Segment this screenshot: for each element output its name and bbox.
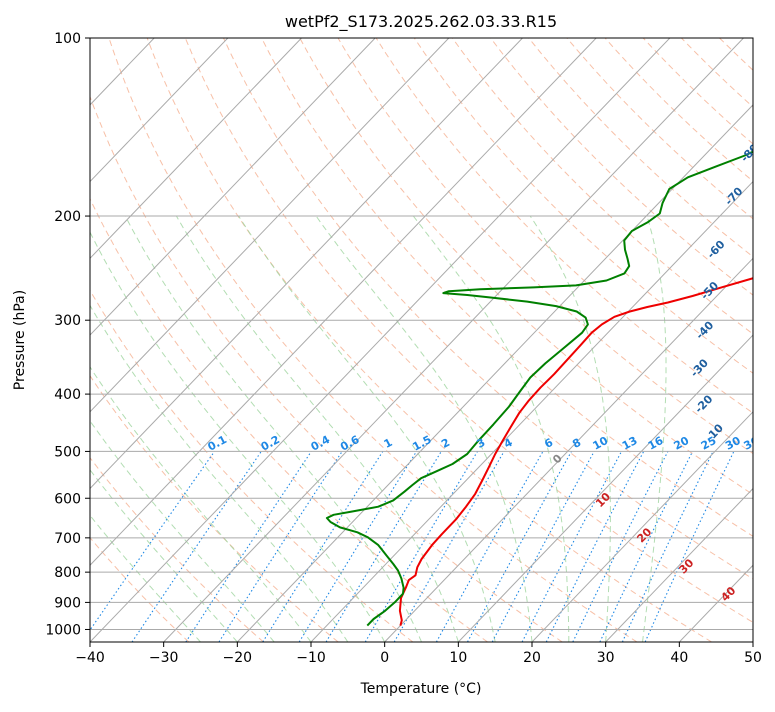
mixing-ratio-line [326,451,441,642]
mixing-ratio-label: 0.6 [338,433,362,454]
dry-adiabat-line [147,38,712,642]
chart-title: wetPf2_S173.2025.262.03.33.R15 [285,12,557,32]
dry-adiabat-label: -100 [757,55,775,84]
dry-adiabat-label: -60 [705,238,728,262]
x-tick-label: 40 [670,650,688,666]
isotherm-line [237,38,775,642]
y-tick-label: 100 [54,31,81,47]
dry-adiabat-label: -70 [722,184,745,208]
mixing-ratio-line [645,451,734,642]
dry-adiabat-line [529,38,775,642]
dry-adiabat-line [414,38,775,642]
moist-adiabat-line [0,216,200,642]
y-tick-label: 900 [54,595,81,611]
dry-adiabat-line [0,38,413,642]
isotherm-line [0,38,375,642]
mixing-ratio-line [82,451,215,642]
x-tick-label: −10 [296,650,326,666]
moist-adiabat-label: 40 [718,584,738,604]
mixing-ratio-label: 3 [475,436,488,451]
mixing-ratio-line [219,451,342,642]
moist-adiabat-label: 30 [676,556,696,576]
isotherm-line [164,38,744,642]
dry-adiabat-line [758,38,775,642]
dry-adiabat-line [0,38,189,642]
moist-adiabat-line [0,216,274,642]
moist-adiabat-line [316,216,532,642]
dry-adiabat-label: -80 [738,141,761,165]
isotherm-line [0,38,302,642]
y-tick-label: 800 [54,565,81,581]
isotherm-line [606,38,775,642]
mixing-ratio-line [132,451,261,642]
mixing-ratio-line [622,451,713,642]
moist-adiabat-line [125,216,421,642]
dry-adiabat-line [681,38,775,642]
dry-adiabat-label: -20 [692,392,715,416]
isotherm-line [16,38,596,642]
background-lines [0,38,775,642]
mixing-ratio-label: 1.5 [410,433,433,454]
mixing-ratio-label: 20 [672,434,692,453]
mixing-ratio-label: 6 [542,436,555,451]
mixing-ratio-line [436,451,543,642]
mixing-ratio-label: 36 [742,434,762,453]
y-tick-label: 600 [54,491,81,507]
moist-adiabat-line [239,216,496,642]
y-tick-label: 300 [54,313,81,329]
mixing-ratio-label: 8 [570,436,583,451]
mixing-ratio-label: 0.1 [206,433,229,454]
x-tick-label: −20 [223,650,253,666]
dry-adiabat-line [491,38,775,642]
moist-adiabat-label: 20 [634,525,654,545]
moist-adiabat-label: 0 [550,451,565,466]
isotherm-line [753,38,775,642]
mixing-ratio-label: 13 [620,434,640,453]
dry-adiabat-label: -50 [698,279,721,303]
y-tick-label: 500 [54,444,81,460]
moist-adiabat-line [413,216,569,642]
isotherm-line [0,38,449,642]
x-tick-label: 0 [380,650,389,666]
x-tick-label: −30 [149,650,179,666]
x-tick-label: 10 [449,650,467,666]
x-tick-label: −40 [75,650,105,666]
x-tick-label: 20 [523,650,541,666]
dry-adiabat-line [0,38,263,642]
dry-adiabat-label: -40 [693,318,716,342]
dry-adiabat-line [643,38,775,642]
isotherm-line [0,38,7,642]
mixing-ratio-label: 2 [439,436,452,451]
y-axis-label: Pressure (hPa) [12,290,28,390]
x-axis-label: Temperature (°C) [360,681,482,697]
dry-adiabat-label: -30 [688,356,711,380]
moist-adiabat-line [0,216,237,642]
mixing-ratio-label: 30 [723,434,743,453]
isotherm-line [0,38,228,642]
mixing-ratio-line [186,451,311,642]
x-tick-label: 30 [597,650,615,666]
y-tick-label: 1000 [45,622,81,638]
dry-adiabat-line [452,38,775,642]
y-tick-label: 400 [54,387,81,403]
dry-adiabat-line [720,38,775,642]
dry-adiabat-line [567,38,775,642]
mixing-ratio-label: 0.2 [259,433,282,454]
dry-adiabat-line [338,38,775,642]
mixing-ratio-line [546,451,643,642]
dry-adiabat-line [605,38,775,642]
dry-adiabat-line [185,38,775,642]
mixing-ratio-label: 1 [382,436,395,451]
x-tick-label: 50 [744,650,762,666]
dry-adiabat-label: -90 [753,95,775,119]
isotherm-line [385,38,775,642]
y-tick-label: 700 [54,531,81,547]
mixing-ratio-label: 4 [502,436,515,451]
dry-adiabat-line [109,38,637,642]
y-tick-label: 200 [54,209,81,225]
